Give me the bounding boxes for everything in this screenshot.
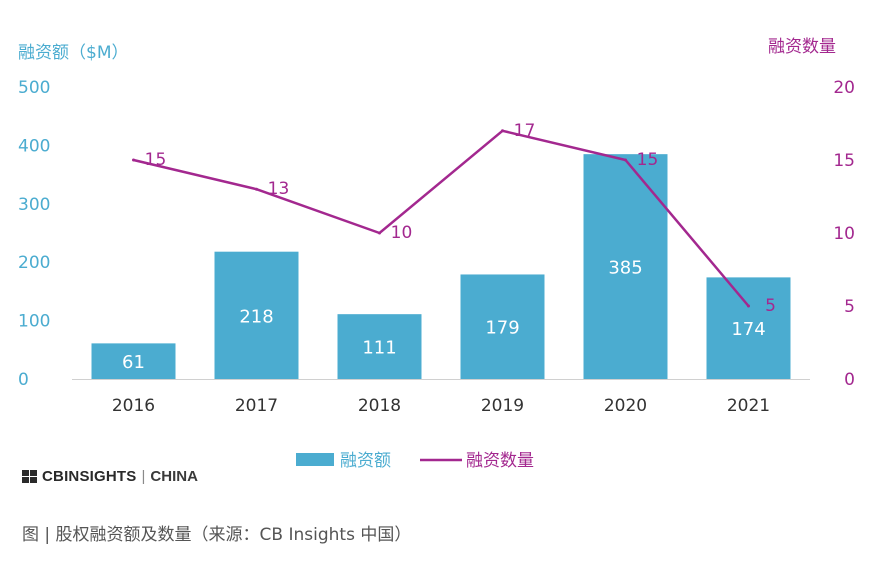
bar-2018 (337, 314, 422, 379)
x-tick-label: 2019 (481, 396, 524, 416)
bar-2017 (214, 251, 299, 379)
line-point (378, 231, 381, 235)
bar-value-label: 111 (362, 338, 396, 359)
line-point (501, 129, 504, 133)
x-tick-label: 2017 (235, 396, 278, 416)
x-tick-label: 2020 (604, 396, 647, 416)
brand-name: CBINSIGHTS (42, 468, 137, 485)
bar-2016 (91, 343, 176, 379)
line-value-label: 10 (391, 223, 413, 243)
bar-2019 (460, 274, 545, 379)
right-tick-label: 0 (844, 370, 855, 390)
left-tick-label: 400 (18, 136, 50, 156)
line-value-label: 15 (637, 150, 659, 170)
bar-value-label: 174 (731, 319, 765, 340)
line-series-count (133, 129, 750, 307)
legend-label-line: 融资数量 (466, 451, 534, 471)
line-point (255, 187, 258, 191)
line-point (747, 304, 750, 308)
bar-value-label: 61 (122, 352, 145, 373)
line-value-label: 5 (765, 296, 776, 316)
right-tick-label: 15 (833, 151, 855, 171)
left-tick-label: 500 (18, 78, 50, 98)
brand-separator: | (141, 468, 146, 485)
brand-region: CHINA (150, 468, 198, 485)
left-tick-label: 300 (18, 195, 50, 215)
x-tick-label: 2021 (727, 396, 770, 416)
legend-label-bar: 融资额 (340, 451, 391, 471)
left-tick-label: 0 (18, 370, 29, 390)
left-tick-label: 200 (18, 253, 50, 273)
left-tick-label: 100 (18, 312, 50, 332)
bar-value-label: 385 (608, 258, 642, 279)
bar-value-label: 218 (239, 306, 273, 327)
x-tick-label: 2016 (112, 396, 155, 416)
line-point (624, 158, 627, 162)
right-tick-label: 20 (833, 78, 855, 98)
line-point (132, 158, 135, 162)
line-value-label: 15 (145, 150, 167, 170)
right-tick-label: 10 (833, 224, 855, 244)
left-axis-title: 融资额（$M） (18, 43, 128, 63)
cb-insights-logo: CBINSIGHTS | CHINA (22, 468, 198, 485)
line-value-label: 13 (268, 179, 290, 199)
legend-swatch-bar (296, 453, 334, 466)
bar-2021 (706, 277, 791, 379)
right-axis-title: 融资数量 (768, 37, 836, 57)
x-tick-label: 2018 (358, 396, 401, 416)
chart: 融资额（$M） 融资数量 0 100 200 300 400 500 0 5 10 15 20 61 218… (18, 37, 855, 471)
line-value-label: 17 (514, 121, 536, 141)
figure-caption: 图 | 股权融资额及数量（来源：CB Insights 中国） (22, 525, 412, 545)
cb-logo-icon (22, 469, 38, 484)
bar-value-label: 179 (485, 318, 519, 339)
right-tick-label: 5 (844, 297, 855, 317)
